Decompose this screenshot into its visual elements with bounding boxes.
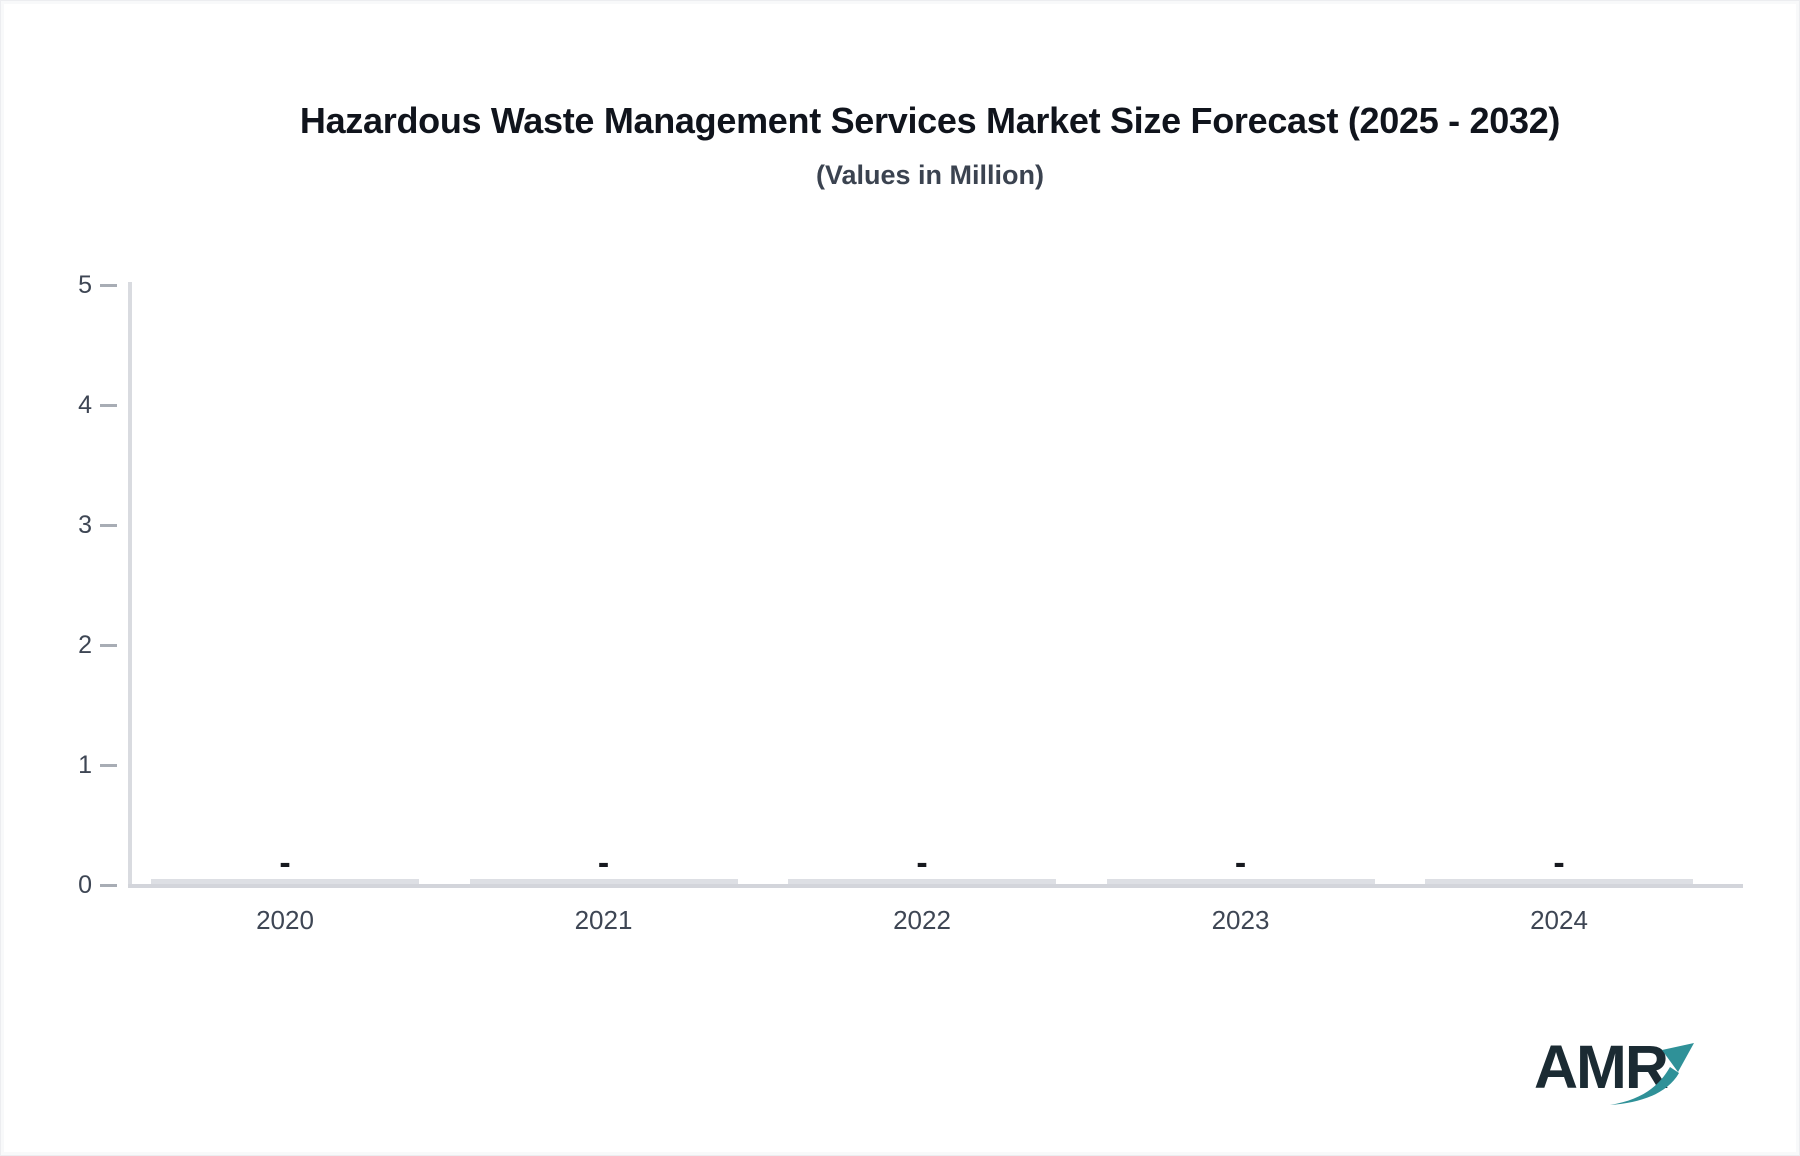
- chart-subtitle: (Values in Million): [815, 160, 1045, 190]
- y-tick-label: 1: [78, 751, 92, 779]
- y-tick-mark: [100, 883, 117, 887]
- y-tick-label: 2: [78, 631, 92, 659]
- bar: [469, 879, 738, 884]
- logo-text: AMR: [1534, 1033, 1668, 1101]
- amr-logo: AMR: [1534, 1033, 1694, 1105]
- y-tick-mark: [100, 763, 117, 767]
- x-tick-label: 2020: [256, 905, 314, 935]
- logo-arrow-swoosh-icon: [1610, 1067, 1679, 1105]
- bar: [1106, 879, 1375, 884]
- y-tick-mark: [100, 643, 117, 647]
- x-tick-label: 2022: [893, 905, 951, 935]
- bar-value-label: -: [279, 844, 291, 882]
- chart-title: Hazardous Waste Management Services Mark…: [299, 100, 1561, 141]
- bar: [151, 879, 419, 884]
- logo-arrowhead-icon: [1662, 1043, 1694, 1072]
- y-tick-label: 3: [78, 511, 92, 539]
- bar-value-label: -: [1234, 844, 1247, 882]
- x-tick-label: 2023: [1211, 905, 1270, 935]
- y-tick-label: 0: [78, 871, 92, 899]
- bar-value-label: -: [597, 844, 610, 882]
- bar: [1425, 879, 1693, 884]
- y-tick-label: 4: [78, 391, 92, 419]
- bar: [788, 879, 1056, 884]
- y-tick-label: 5: [78, 271, 92, 299]
- x-tick-label: 2021: [574, 905, 633, 935]
- y-tick-mark: [100, 523, 117, 527]
- y-tick-mark: [100, 403, 117, 407]
- y-axis-line: [128, 282, 132, 888]
- x-axis-line: [128, 884, 1743, 888]
- x-tick-label: 2024: [1530, 905, 1588, 935]
- y-tick-mark: [100, 283, 117, 287]
- bar-value-label: -: [916, 844, 928, 882]
- bar-value-label: -: [1553, 844, 1565, 882]
